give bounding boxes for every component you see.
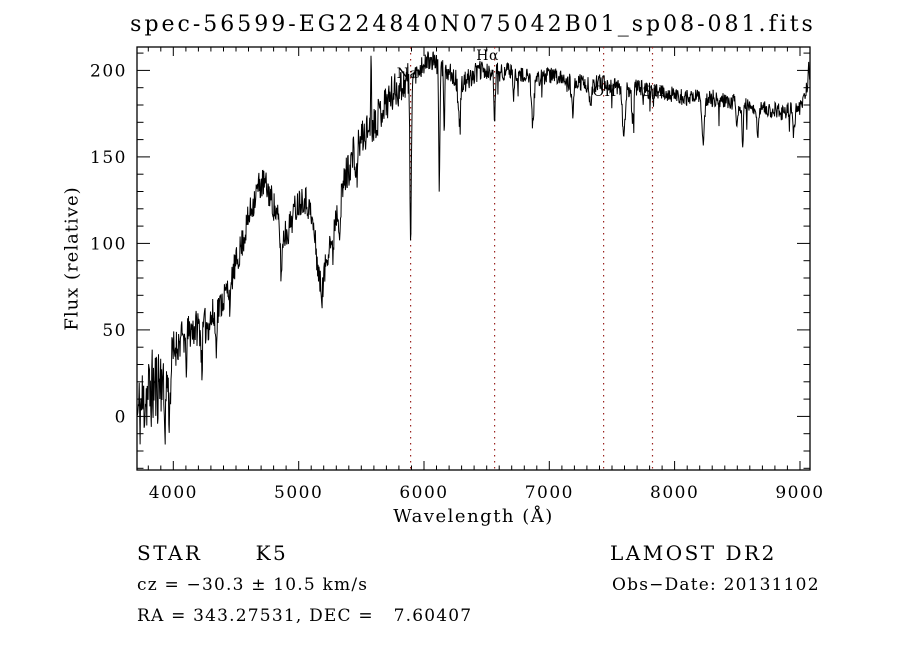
plot-frame xyxy=(136,46,811,471)
x-tick-label: 5000 xyxy=(274,483,323,503)
y-tick-label: 200 xyxy=(90,61,127,81)
y-tick-label: 50 xyxy=(102,321,127,341)
radec-text: RA = 343.27531, DEC = 7.60407 xyxy=(137,606,473,626)
x-axis-label: Wavelength (Å) xyxy=(393,506,554,527)
cz-text: cz = −30.3 ± 10.5 km/s xyxy=(137,575,369,595)
survey-text: LAMOST DR2 xyxy=(610,541,777,565)
spectrum-path xyxy=(137,51,810,445)
x-tick-label: 7000 xyxy=(525,483,574,503)
object-class-text: STAR K5 xyxy=(137,541,289,565)
obs-date-text: Obs−Date: 20131102 xyxy=(612,575,820,595)
x-tick-label: 9000 xyxy=(775,483,824,503)
x-tick-label: 8000 xyxy=(650,483,699,503)
y-tick-label: 150 xyxy=(90,148,127,168)
x-tick-label: 6000 xyxy=(399,483,448,503)
y-tick-label: 0 xyxy=(115,407,127,427)
y-tick-label: 100 xyxy=(90,234,127,254)
plot-title: spec-56599-EG224840N075042B01_sp08-081.f… xyxy=(130,12,816,37)
spectral-line-label: Hα xyxy=(476,48,499,64)
x-tick-label: 4000 xyxy=(149,483,198,503)
